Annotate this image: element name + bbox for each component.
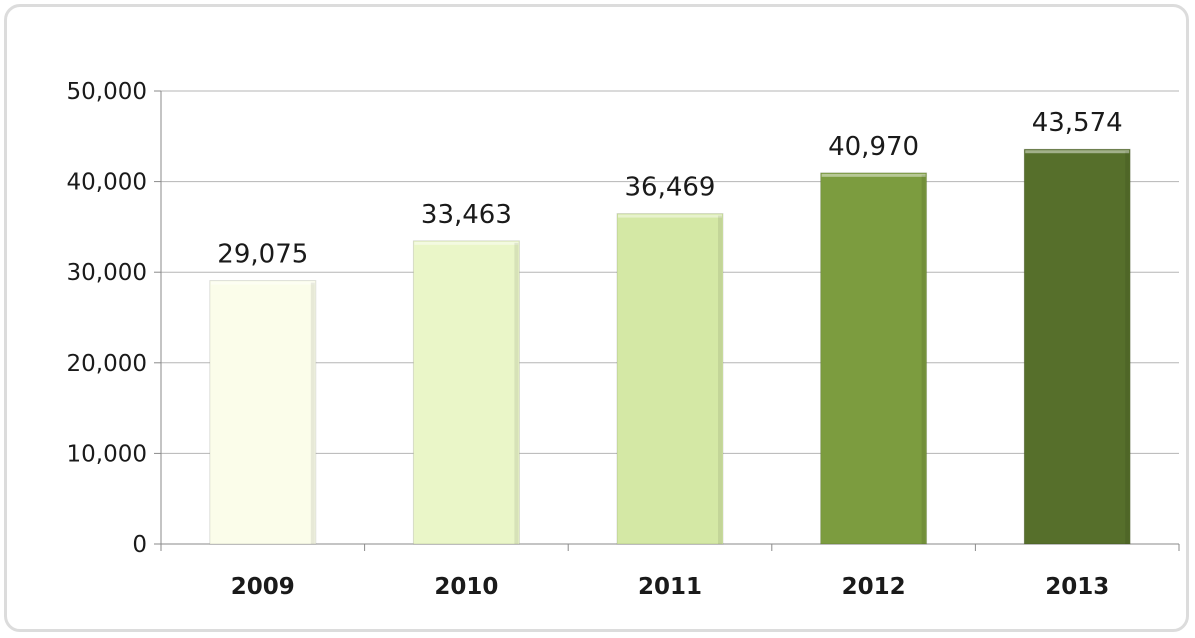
data-label: 43,574 — [1032, 108, 1123, 138]
bar-bevel — [821, 173, 926, 177]
chart-frame: 0 10,000 20,000 30,000 40,000 50,000 29,075 200… — [4, 4, 1189, 632]
bar-chart: 0 10,000 20,000 30,000 40,000 50,000 29,075 200… — [67, 79, 1180, 600]
data-label: 36,469 — [625, 173, 716, 203]
data-label: 33,463 — [421, 200, 512, 230]
bar-2010 — [412, 240, 520, 545]
bar-shade — [1125, 151, 1130, 545]
y-tick-label: 10,000 — [67, 441, 147, 467]
bar-bevel — [414, 241, 519, 245]
bar-shade — [514, 242, 519, 544]
data-label: 29,075 — [217, 240, 308, 270]
x-tick-label: 2012 — [842, 574, 906, 600]
bars — [209, 148, 1131, 545]
bar-2012 — [820, 172, 928, 545]
bar-bevel — [618, 214, 722, 218]
x-tick-label: 2010 — [434, 574, 498, 600]
bar-bevel — [1025, 150, 1130, 154]
labels: 0 10,000 20,000 30,000 40,000 50,000 29,075 200… — [67, 79, 1123, 600]
bar-2013 — [1023, 148, 1131, 545]
bar-shade — [921, 174, 926, 544]
y-tick-label: 30,000 — [67, 260, 147, 286]
data-label: 40,970 — [828, 132, 919, 162]
x-tick-label: 2009 — [231, 574, 295, 600]
bar-2009 — [209, 280, 317, 545]
y-tick-label: 50,000 — [67, 79, 147, 105]
bar-2011 — [616, 213, 724, 545]
y-tick-label: 20,000 — [67, 351, 147, 377]
bar-shade — [310, 282, 315, 544]
x-tick-label: 2011 — [638, 574, 702, 600]
x-tick-label: 2013 — [1045, 574, 1109, 600]
y-tick-label: 40,000 — [67, 170, 147, 196]
bar-bevel — [210, 281, 315, 285]
bar-shade — [718, 215, 722, 544]
y-tick-label: 0 — [132, 532, 147, 558]
